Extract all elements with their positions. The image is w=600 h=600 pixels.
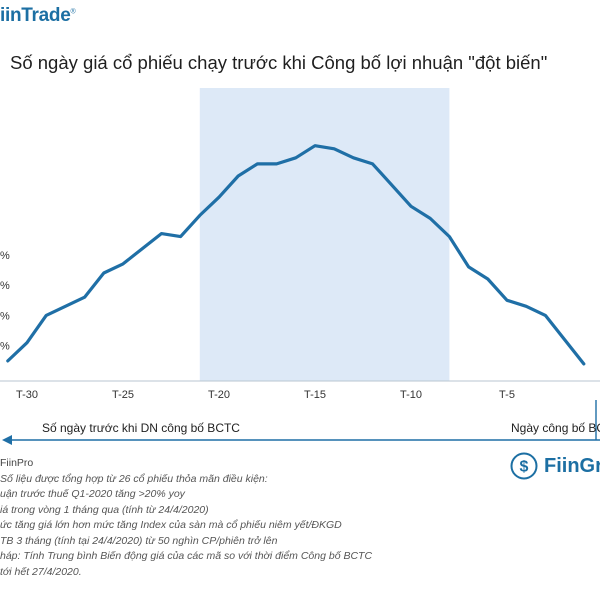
y-tick-label: % (0, 310, 10, 322)
footnote-line: iá trong vòng 1 tháng qua (tính từ 24/4/… (0, 503, 209, 516)
x-tick-label: T-20 (208, 389, 230, 401)
footnotes: FiinPro Số liệu được tổng hợp từ 26 cổ p… (0, 456, 470, 580)
x-tick-label: T-25 (112, 389, 134, 401)
y-tick-label: % (0, 250, 10, 262)
fiingroup-logo: $ FiinGr (510, 452, 600, 480)
chart-title: Số ngày giá cổ phiếu chạy trước khi Công… (10, 52, 548, 73)
highlight-band (199, 88, 450, 381)
brand-mark: ® (70, 8, 76, 16)
annotation-left: Số ngày trước khi DN công bố BCTC (42, 421, 240, 435)
footnote-line: TB 3 tháng (tính tại 24/4/2020) từ 50 ng… (0, 534, 278, 547)
dollar-coin-icon: $ (510, 452, 538, 480)
series-line (6, 144, 586, 366)
line-chart: %%%% T-30 T-25 T-20 T-15 T-10 T-5 Số ngày trư… (0, 88, 600, 445)
y-tick-label: % (0, 280, 10, 292)
x-tick-label: T-10 (400, 389, 422, 401)
x-tick-label: T-15 (304, 389, 326, 401)
x-tick-label: T-30 (16, 389, 38, 401)
svg-text:$: $ (520, 459, 529, 476)
footnote-line: háp: Tính Trung bình Biến động giá của c… (0, 550, 373, 562)
logo-text: FiinGr (544, 454, 600, 477)
y-tick-label: % (0, 341, 10, 353)
brand-logo: iinTrade® (0, 5, 76, 27)
arrow-left-icon (2, 435, 12, 445)
footnote-line: ức tăng giá lớn hơn mức tăng Index của s… (0, 519, 342, 531)
footnote-line: Số liệu được tổng hợp từ 26 cổ phiếu thỏ… (0, 472, 268, 485)
source-note: FiinPro (0, 457, 34, 469)
x-tick-label: T-5 (499, 389, 515, 401)
footnote-line: tới hết 27/4/2020. (0, 565, 82, 578)
annotation-right: Ngày công bố BC (511, 421, 600, 435)
footnote-line: uận trước thuế Q1-2020 tăng >20% yoy (0, 488, 185, 500)
brand-name: iinTrade (0, 5, 71, 26)
